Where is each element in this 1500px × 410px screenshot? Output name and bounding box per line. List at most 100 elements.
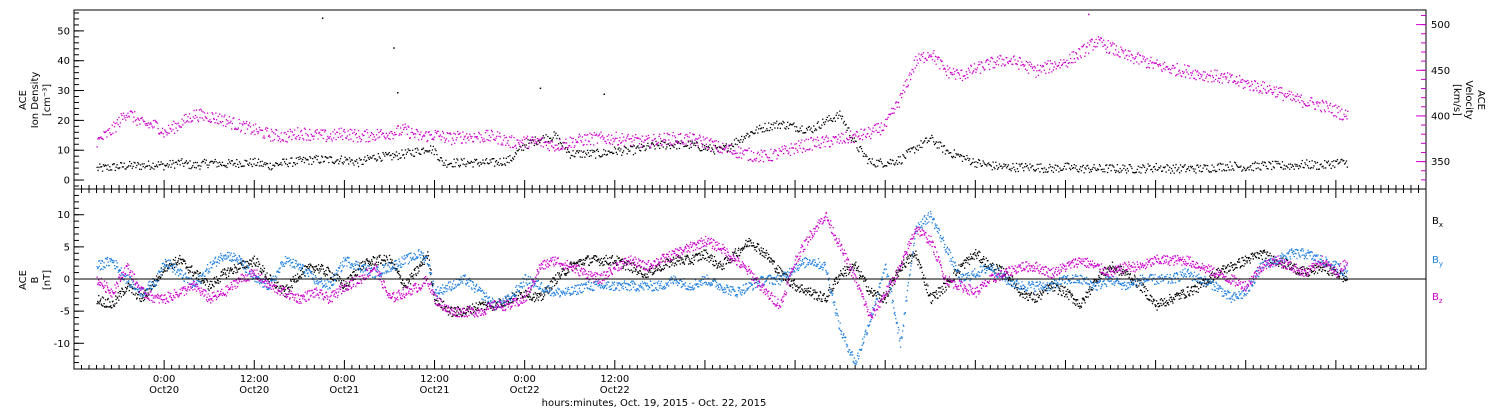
density-series-point	[978, 159, 980, 161]
velocity-series-point	[446, 132, 448, 134]
velocity-series-point	[1193, 77, 1195, 79]
density-series-point	[1089, 169, 1092, 171]
velocity-series-point	[176, 123, 178, 125]
velocity-series-point	[467, 136, 469, 138]
velocity-series-point	[241, 123, 243, 125]
velocity-series-point	[613, 140, 615, 143]
velocity-series-point	[388, 132, 390, 134]
density-series-point	[309, 156, 311, 158]
bx-series-point	[182, 260, 185, 262]
bx-series-point	[230, 270, 232, 272]
velocity-series-point	[457, 133, 460, 135]
density-series-point	[295, 157, 297, 159]
velocity-series-point	[221, 115, 223, 117]
density-series-point	[960, 154, 962, 156]
bx-series-point	[259, 263, 261, 265]
density-series-point	[1040, 163, 1042, 165]
velocity-series-point	[1053, 66, 1055, 68]
velocity-series-point	[527, 147, 529, 150]
velocity-series-point	[820, 143, 822, 145]
bx-series-point	[313, 269, 315, 271]
velocity-series-point	[1248, 85, 1250, 88]
bx-series-point	[465, 313, 467, 315]
density-series-point	[768, 129, 771, 132]
density-series-point	[877, 165, 879, 167]
bx-series-point	[418, 265, 421, 267]
velocity-series-point	[1184, 64, 1186, 66]
density-series-point	[1288, 163, 1290, 165]
velocity-series-point	[1303, 103, 1305, 105]
velocity-series-point	[1333, 105, 1335, 107]
density-series-point	[1201, 170, 1203, 173]
velocity-series-point	[1212, 76, 1214, 79]
density-series-point	[589, 150, 591, 152]
bx-series-point	[720, 265, 722, 267]
velocity-series-point	[1160, 65, 1162, 67]
density-series-point	[472, 166, 474, 168]
bx-series-point	[386, 259, 389, 261]
velocity-series-point	[855, 135, 857, 137]
bx-series-point	[121, 288, 124, 290]
velocity-series-point	[112, 132, 114, 134]
bx-series-point	[264, 274, 267, 276]
velocity-series-point	[1114, 54, 1116, 56]
velocity-series-point	[255, 123, 257, 125]
bx-series-point	[435, 299, 437, 301]
velocity-series-point	[1258, 91, 1260, 94]
velocity-series-point	[645, 135, 647, 137]
density-series-point	[483, 162, 485, 164]
velocity-series-point	[1337, 111, 1339, 114]
velocity-series-point	[258, 126, 261, 129]
bx-series-point	[532, 296, 534, 299]
density-series-point	[686, 145, 688, 147]
velocity-series-point	[971, 72, 973, 75]
density-series-point	[266, 162, 268, 164]
bx-series-point	[559, 276, 561, 278]
bx-series-point	[354, 274, 356, 276]
density-series-point	[531, 142, 533, 144]
density-series-point	[531, 139, 534, 141]
density-series-point	[827, 120, 829, 122]
density-series-point	[1112, 165, 1114, 167]
velocity-series-point	[622, 140, 624, 142]
velocity-series-point	[306, 134, 309, 136]
density-series-point	[1058, 171, 1060, 173]
velocity-series-point	[837, 134, 840, 136]
velocity-series-point	[430, 133, 433, 136]
density-series-point	[851, 138, 854, 140]
velocity-series-point	[450, 133, 452, 135]
density-series-point	[227, 163, 229, 165]
bx-series-point	[410, 272, 413, 274]
velocity-series-point	[1243, 80, 1245, 82]
velocity-series-point	[440, 139, 442, 141]
velocity-series-point	[411, 128, 413, 130]
velocity-series-point	[486, 139, 488, 141]
velocity-series-point	[1302, 101, 1305, 103]
velocity-series-point	[170, 130, 173, 132]
velocity-series-point	[496, 135, 498, 137]
density-series-point	[426, 151, 428, 153]
density-series-point	[1093, 164, 1095, 166]
velocity-series-point	[1122, 52, 1124, 54]
velocity-series-point	[380, 129, 382, 131]
velocity-series-point	[1291, 99, 1293, 102]
density-series-point	[1096, 169, 1098, 172]
density-series-point	[861, 150, 864, 153]
bx-series-point	[706, 259, 708, 261]
density-series-point	[468, 162, 471, 164]
velocity-series-point	[1304, 103, 1306, 105]
velocity-series-point	[539, 138, 541, 141]
velocity-series-point	[998, 58, 1000, 60]
velocity-series-point	[219, 120, 221, 123]
velocity-series-point	[1263, 82, 1266, 84]
velocity-series-point	[635, 137, 638, 139]
velocity-series-point	[428, 131, 430, 133]
bx-series-point	[173, 266, 176, 269]
bx-series-point	[295, 281, 298, 283]
velocity-series-point	[247, 124, 249, 126]
bx-series-point	[164, 270, 167, 272]
density-series-point	[320, 161, 322, 163]
bx-series-point	[298, 277, 300, 279]
velocity-series-point	[216, 122, 218, 124]
velocity-series-point	[365, 141, 367, 143]
